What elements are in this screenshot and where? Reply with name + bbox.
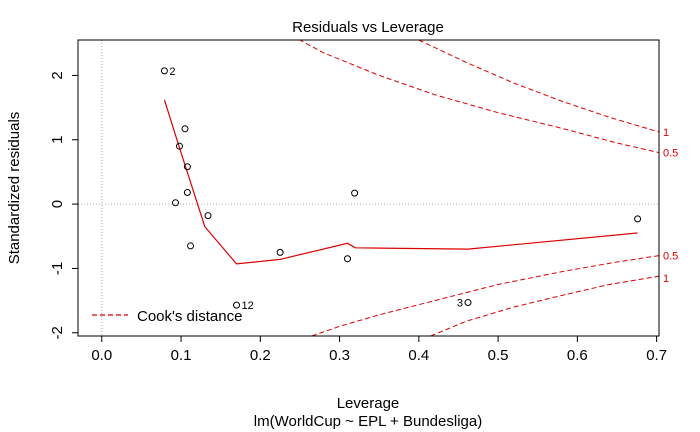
data-point: [175, 142, 183, 150]
legend: Cook's distance: [92, 308, 242, 325]
data-point: [233, 301, 241, 309]
contour-label: 0.5: [663, 148, 678, 160]
contour-label: 1: [663, 127, 669, 139]
x-axis-label: Leverage: [337, 395, 400, 412]
data-points: 2 12 3: [160, 66, 642, 312]
data-point: [183, 163, 191, 171]
data-point: [634, 215, 642, 223]
data-point: [171, 199, 179, 207]
x-tick-label: 0.4: [408, 347, 429, 364]
x-tick-label: 0.7: [646, 347, 667, 364]
cooks-contour-upper-1: [418, 40, 659, 133]
data-point: [204, 212, 212, 220]
point-label: 3: [457, 298, 463, 310]
x-tick-label: 0.3: [329, 347, 350, 364]
data-point: [181, 125, 189, 133]
y-tick-label: -2: [49, 326, 66, 339]
data-point: [160, 67, 168, 75]
cooks-contour-lower-1: [430, 275, 659, 336]
y-axis: -2 -1 0 1 2: [49, 71, 78, 339]
contour-label: 0.5: [663, 251, 678, 263]
y-tick-label: -1: [49, 262, 66, 275]
x-tick-label: 0.5: [488, 347, 509, 364]
y-tick-label: 0: [49, 200, 66, 208]
x-axis: 0.0 0.1 0.2 0.3 0.4 0.5 0.6 0.7: [91, 336, 667, 364]
reference-lines: [78, 40, 659, 336]
x-tick-label: 0.1: [171, 347, 192, 364]
cooks-contour-lower-0-5: [311, 255, 659, 336]
smoother-line-group: [163, 99, 638, 265]
contour-label: 1: [663, 273, 669, 285]
x-tick-label: 0.2: [250, 347, 271, 364]
plot-frame: [77, 39, 660, 337]
data-point: [464, 299, 472, 307]
subtitle: lm(WorldCup ~ EPL + Bundesliga): [254, 413, 482, 430]
point-label: 12: [242, 300, 254, 312]
cooks-distance-contours: [298, 40, 659, 336]
chart-title: Residuals vs Leverage: [292, 19, 444, 36]
legend-label: Cook's distance: [137, 308, 242, 325]
x-tick-label: 0.0: [91, 347, 112, 364]
data-point: [187, 242, 195, 250]
y-axis-label: Standardized residuals: [6, 112, 23, 265]
cooks-contour-upper-0-5: [298, 40, 659, 154]
data-point: [343, 255, 351, 263]
data-point: [183, 189, 191, 197]
contour-labels: 1 0.5 0.5 1: [663, 127, 678, 285]
point-label: 2: [169, 66, 175, 78]
data-point: [276, 248, 284, 256]
data-point: [351, 189, 359, 197]
y-tick-label: 2: [49, 71, 66, 79]
y-tick-label: 1: [49, 136, 66, 144]
smoother-line: [163, 99, 638, 265]
x-tick-label: 0.6: [567, 347, 588, 364]
